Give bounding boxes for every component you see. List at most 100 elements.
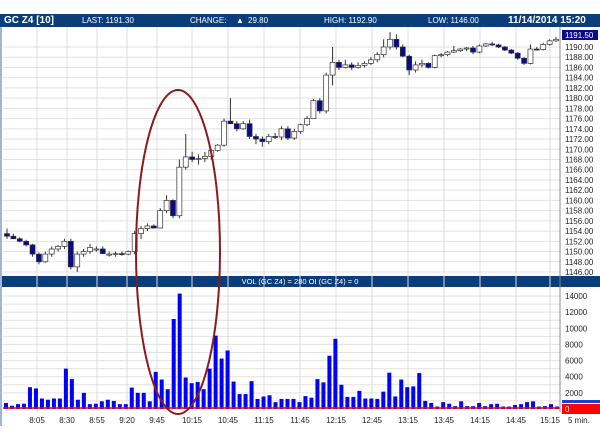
candle-up xyxy=(387,38,393,48)
candle-up xyxy=(138,228,144,234)
volume-bar xyxy=(399,379,404,409)
price-tick-label: 1148.00 xyxy=(565,258,594,267)
volume-bar xyxy=(51,398,56,409)
price-tick-label: 1156.00 xyxy=(565,217,594,226)
candle-up xyxy=(80,251,87,255)
datetime: 11/14/2014 15:20 xyxy=(508,15,586,26)
volume-bar xyxy=(207,368,212,409)
candle-up xyxy=(451,50,457,53)
volume-bar xyxy=(429,402,434,409)
last-price-label: 1191.50 xyxy=(565,31,594,40)
symbol-label: GC Z4 [10] xyxy=(4,15,55,26)
volume-bar xyxy=(33,388,38,409)
volume-tick-label: 2000 xyxy=(565,389,583,398)
price-tick-label: 1158.00 xyxy=(565,207,594,216)
volume-bar xyxy=(165,389,170,409)
candle-down xyxy=(99,248,106,254)
candle-up xyxy=(444,51,451,56)
volume-bar xyxy=(303,396,308,409)
price-tick-label: 1182.00 xyxy=(565,84,594,93)
volume-bar xyxy=(309,397,314,409)
price-tick-label: 1172.00 xyxy=(565,135,594,144)
candle-up xyxy=(323,74,330,112)
volume-bar xyxy=(447,403,452,409)
candle-up xyxy=(42,253,49,263)
candle-up xyxy=(546,40,553,45)
volume-bar xyxy=(105,399,110,409)
volume-bar xyxy=(27,387,32,409)
candle-up xyxy=(182,156,189,168)
volume-bar xyxy=(327,355,332,409)
volume-bar xyxy=(315,379,320,409)
candle-up xyxy=(553,38,559,42)
volume-bar xyxy=(141,392,146,409)
volume-bar xyxy=(297,402,302,409)
candle-up xyxy=(476,45,483,53)
volume-bar xyxy=(225,350,230,409)
candle-up xyxy=(87,247,93,252)
candle-down xyxy=(67,240,74,268)
volume-bar xyxy=(69,379,74,409)
volume-bar xyxy=(333,338,338,409)
candle-down xyxy=(348,64,355,68)
candle-up xyxy=(240,123,247,130)
price-tick-label: 1162.00 xyxy=(565,186,594,195)
candle-up xyxy=(457,48,464,51)
candle-up xyxy=(304,118,310,126)
change-label: CHANGE: xyxy=(190,16,227,25)
candle-down xyxy=(10,235,17,240)
candle-down xyxy=(495,44,502,48)
volume-bar xyxy=(93,403,98,409)
price-tick-label: 1152.00 xyxy=(565,237,594,246)
candle-up xyxy=(412,64,419,71)
price-tick-label: 1146.00 xyxy=(565,268,594,277)
price-tick-label: 1178.00 xyxy=(565,104,594,113)
candle-up xyxy=(112,253,119,255)
candle-up xyxy=(195,158,202,160)
volume-bar xyxy=(171,319,176,409)
time-tick-label: 8:05 xyxy=(29,416,45,425)
candle-down xyxy=(285,128,291,139)
price-tick-label: 1190.00 xyxy=(565,43,594,52)
volume-bar xyxy=(549,404,554,409)
volume-bar xyxy=(201,389,206,409)
volume-bar xyxy=(345,396,350,409)
volume-bar xyxy=(63,368,68,409)
candle-down xyxy=(514,52,521,59)
candle-up xyxy=(540,44,547,50)
candle-up xyxy=(176,166,183,217)
volume-bar xyxy=(531,401,536,409)
candle-up xyxy=(380,46,387,56)
time-tick-label: 8:30 xyxy=(59,416,75,425)
volume-bar xyxy=(45,399,50,409)
volume-bar xyxy=(183,377,188,409)
candle-up xyxy=(482,43,489,47)
time-tick-label: 10:45 xyxy=(218,416,239,425)
time-tick-label: 12:15 xyxy=(326,416,347,425)
open-interest-label: 0 xyxy=(565,405,570,414)
volume-bar xyxy=(321,382,326,409)
candle-down xyxy=(336,61,342,68)
volume-bar xyxy=(159,379,164,409)
candle-down xyxy=(246,123,253,137)
price-tick-label: 1168.00 xyxy=(565,156,594,165)
volume-bar xyxy=(255,398,260,409)
candle-up xyxy=(463,47,470,50)
volume-bar xyxy=(81,392,86,409)
volume-bar xyxy=(147,401,152,409)
left-border xyxy=(0,27,2,426)
volume-tick-label: 10000 xyxy=(565,324,588,333)
time-tick-label: 15:15 xyxy=(540,416,561,425)
candles xyxy=(4,32,559,272)
candle-down xyxy=(425,63,432,68)
volume-bar xyxy=(189,383,194,409)
volume-bar xyxy=(75,399,80,409)
candle-down xyxy=(227,120,234,125)
volume-bar xyxy=(417,373,422,409)
volume-bar xyxy=(477,402,482,409)
time-tick-label: 11:15 xyxy=(254,416,274,425)
price-tick-label: 1176.00 xyxy=(565,115,594,124)
volume-bar xyxy=(351,396,356,409)
